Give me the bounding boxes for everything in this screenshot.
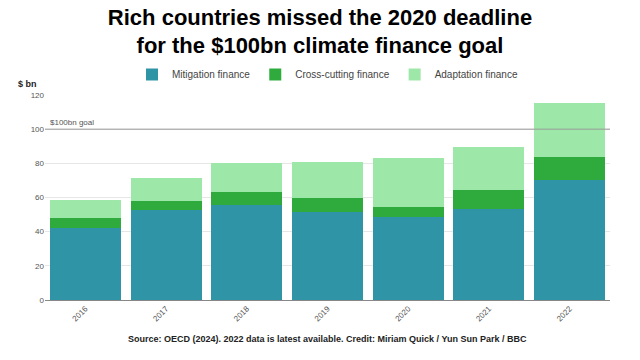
svg-text:60: 60 [35,193,44,202]
svg-text:0: 0 [40,296,45,305]
svg-text:2022: 2022 [555,304,574,323]
svg-text:120: 120 [31,91,45,100]
svg-text:40: 40 [35,227,44,236]
svg-text:2016: 2016 [71,304,90,323]
svg-text:Source: OECD (2024). 2022 data: Source: OECD (2024). 2022 data is latest… [128,334,527,344]
svg-text:Adaptation finance: Adaptation finance [435,69,518,80]
svg-text:2019: 2019 [313,304,332,323]
svg-text:100: 100 [31,125,45,134]
svg-text:2018: 2018 [232,304,251,323]
svg-text:20: 20 [35,262,44,271]
svg-text:2020: 2020 [394,304,413,323]
svg-text:Rich countries missed the 2020: Rich countries missed the 2020 deadlinef… [108,5,532,59]
svg-text:$ bn: $ bn [18,79,37,89]
svg-text:80: 80 [35,159,44,168]
svg-text:2017: 2017 [151,304,170,323]
svg-text:2021: 2021 [474,304,493,323]
svg-text:$100bn goal: $100bn goal [50,118,94,127]
svg-text:Cross-cutting finance: Cross-cutting finance [295,69,389,80]
svg-text:Mitigation finance: Mitigation finance [172,69,250,80]
